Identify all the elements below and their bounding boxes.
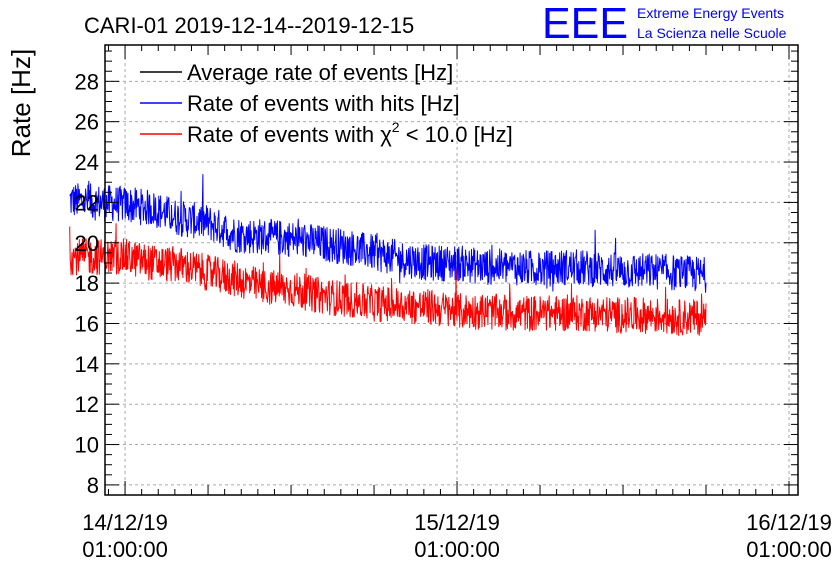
y-tick-label: 8 xyxy=(87,473,99,498)
legend: Average rate of events [Hz] Rate of even… xyxy=(140,60,513,147)
logo-letters: EEE xyxy=(542,0,628,48)
x-tick-date-label: 16/12/19 xyxy=(746,510,832,535)
x-tick-time-label: 01:00:00 xyxy=(746,537,832,562)
x-tick-time-label: 01:00:00 xyxy=(82,537,168,562)
logo-line2: La Scienza nelle Scuole xyxy=(637,25,787,41)
x-tick-date-label: 14/12/19 xyxy=(82,510,168,535)
y-tick-label: 18 xyxy=(75,271,99,296)
series-line-1 xyxy=(69,174,707,293)
legend-label-hits: Rate of events with hits [Hz] xyxy=(187,91,460,116)
legend-label-average: Average rate of events [Hz] xyxy=(187,60,453,85)
y-tick-label: 28 xyxy=(75,69,99,94)
y-tick-label: 16 xyxy=(75,311,99,336)
series-line-2 xyxy=(69,223,707,336)
chart-title: CARI-01 2019-12-14--2019-12-15 xyxy=(84,13,414,38)
plot-frame xyxy=(104,44,799,496)
series-layer xyxy=(69,174,707,336)
legend-label-chi2: Rate of events with χ2 < 10.0 [Hz] xyxy=(187,119,513,147)
y-tick-label: 24 xyxy=(75,150,99,175)
legend-chi2-text-pre: Rate of events with xyxy=(187,122,380,147)
x-tick-time-label: 01:00:00 xyxy=(414,537,500,562)
x-tick-date-label: 15/12/19 xyxy=(414,510,500,535)
logo-line1: Extreme Energy Events xyxy=(637,5,784,21)
y-tick-label: 20 xyxy=(75,231,99,256)
axes-layer: 81012141618202224262814/12/1901:00:0015/… xyxy=(75,45,832,562)
y-tick-label: 12 xyxy=(75,392,99,417)
y-tick-label: 14 xyxy=(75,352,99,377)
eee-logo: EEE Extreme Energy Events La Scienza nel… xyxy=(542,0,787,48)
legend-chi2-text-post: < 10.0 [Hz] xyxy=(400,122,513,147)
y-tick-label: 26 xyxy=(75,110,99,135)
y-tick-label: 22 xyxy=(75,190,99,215)
y-tick-label: 10 xyxy=(75,433,99,458)
y-axis-label: Rate [Hz] xyxy=(6,49,36,157)
legend-chi2-superscript: 2 xyxy=(392,119,400,135)
grid-layer xyxy=(105,45,798,495)
legend-chi2-symbol: χ xyxy=(380,122,392,147)
